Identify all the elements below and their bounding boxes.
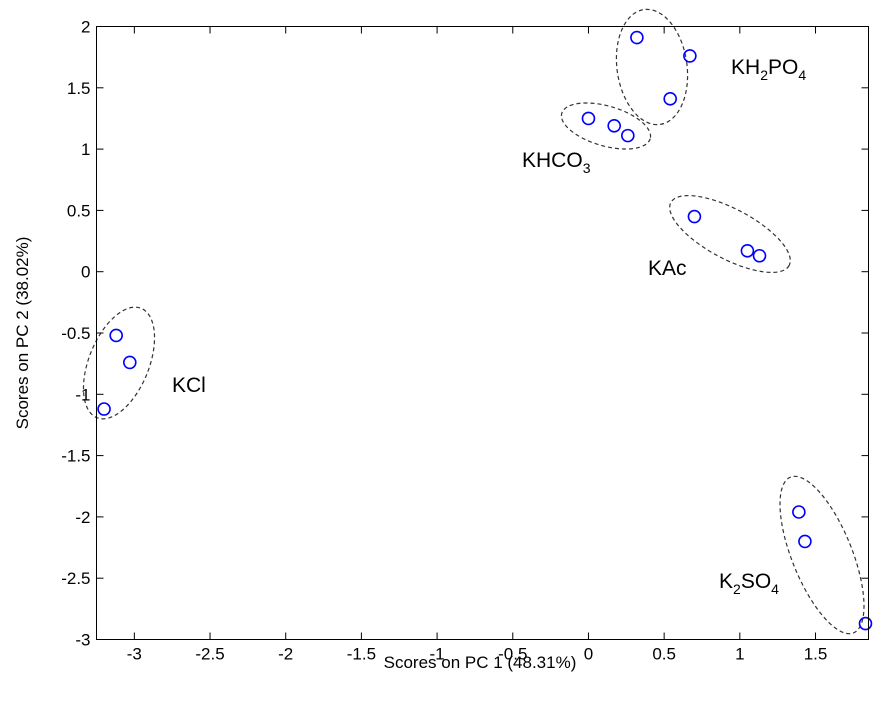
plot-area-frame	[96, 26, 869, 640]
cluster-label: K2SO4	[719, 570, 779, 597]
data-point	[607, 119, 621, 133]
data-point	[740, 244, 755, 258]
y-tick-label: 1	[81, 140, 90, 159]
data-point	[109, 328, 123, 343]
y-tick-label: 1.5	[67, 79, 91, 98]
data-point	[123, 355, 137, 370]
data-point	[621, 128, 635, 143]
cluster-ellipse	[560, 102, 652, 150]
data-points	[97, 30, 873, 631]
x-tick-label: -1	[430, 645, 445, 664]
x-tick-label: -2	[278, 645, 293, 664]
x-axis-ticks: -3 -2.5 -2 -1.5 -1 -0.5 0 0.5 1 1.5	[127, 26, 828, 664]
cluster-ellipse	[669, 194, 791, 274]
y-tick-label: 0	[81, 263, 90, 282]
x-axis-label: Scores on PC 1 (48.31%)	[384, 653, 577, 672]
y-tick-label: -1.5	[61, 447, 90, 466]
data-point	[798, 534, 812, 549]
cluster-ellipse	[779, 475, 865, 635]
y-tick-label: -2.5	[61, 569, 90, 588]
data-point	[792, 505, 806, 519]
x-tick-label: 1	[735, 645, 744, 664]
cluster-label: KHCO3	[522, 149, 591, 176]
y-tick-label: 0.5	[67, 201, 91, 220]
y-tick-label: -0.5	[61, 324, 90, 343]
y-tick-label: 2	[81, 18, 90, 37]
data-point	[97, 402, 111, 416]
data-point	[663, 92, 678, 106]
y-tick-label: -2	[75, 508, 90, 527]
data-point	[683, 49, 697, 63]
x-tick-label: -1.5	[347, 645, 376, 664]
data-point	[752, 248, 767, 263]
cluster-label: KAc	[648, 257, 687, 280]
data-point	[858, 616, 873, 631]
x-tick-label: -2.5	[195, 645, 224, 664]
cluster-ellipse	[82, 306, 156, 420]
cluster-label: KCl	[172, 374, 206, 397]
cluster-labels: KH2PO4 KHCO3 KAc KCl K2SO4	[172, 56, 806, 597]
data-point	[630, 30, 644, 45]
data-point	[687, 209, 702, 224]
cluster-ellipses	[82, 8, 865, 635]
x-tick-label: 0.5	[652, 645, 676, 664]
x-tick-label: -3	[127, 645, 142, 664]
y-axis-ticks: 2 1.5 1 0.5 0 -0.5 -1 -1.5 -2 -2.5 -3	[61, 18, 869, 650]
y-axis-label: Scores on PC 2 (38.02%)	[13, 237, 32, 430]
cluster-ellipse	[615, 8, 689, 126]
x-tick-label: -0.5	[498, 645, 527, 664]
y-tick-label: -3	[75, 631, 90, 650]
cluster-label: KH2PO4	[731, 56, 806, 83]
data-point	[581, 111, 596, 126]
y-tick-label: -1	[75, 385, 90, 404]
x-tick-label: 0	[584, 645, 593, 664]
x-tick-label: 1.5	[804, 645, 828, 664]
